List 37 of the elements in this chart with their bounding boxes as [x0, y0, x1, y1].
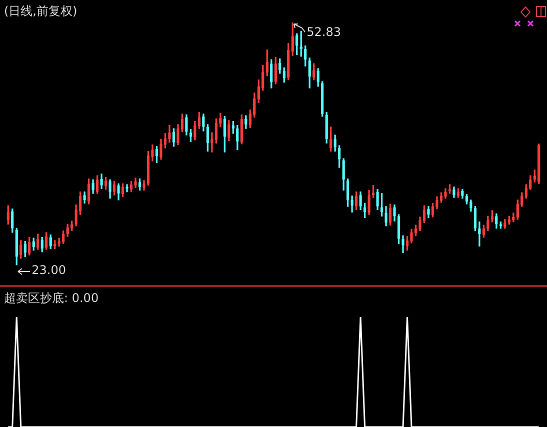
chart-title: 超卖区抄底: 0.00	[4, 290, 99, 307]
candlestick	[100, 174, 103, 189]
candlestick	[334, 134, 336, 152]
candlestick	[202, 114, 205, 132]
candlestick	[83, 192, 86, 204]
candlestick	[40, 236, 44, 252]
candlestick	[270, 59, 273, 88]
candlestick	[185, 114, 188, 136]
candlestick	[32, 238, 35, 251]
annotation: 52.83	[306, 24, 341, 39]
candlestick	[49, 234, 52, 249]
candlestick	[325, 112, 328, 144]
candlestick	[470, 200, 472, 212]
candlestick	[427, 206, 430, 218]
candlestick	[92, 179, 94, 194]
candlestick	[478, 222, 481, 247]
candlestick	[236, 124, 239, 150]
candlestick	[393, 204, 396, 222]
candlestick	[117, 183, 120, 200]
annotation: 23.00	[32, 262, 66, 277]
candlestick	[244, 115, 248, 129]
candlestick	[15, 228, 18, 266]
candlestick	[359, 192, 362, 210]
candlestick	[461, 189, 464, 199]
candlestick	[24, 240, 26, 258]
candlestick	[300, 30, 302, 57]
candlestick	[384, 206, 388, 226]
candlestick	[376, 189, 379, 210]
candlestick	[402, 235, 404, 254]
candlestick	[316, 68, 320, 87]
candlestick	[308, 58, 311, 88]
chart-title: (日线,前复权)	[4, 3, 78, 20]
candlestick	[108, 179, 112, 199]
candlestick	[342, 158, 345, 191]
candlestick	[495, 213, 498, 229]
candlestick	[350, 196, 354, 212]
candlestick	[452, 186, 456, 198]
